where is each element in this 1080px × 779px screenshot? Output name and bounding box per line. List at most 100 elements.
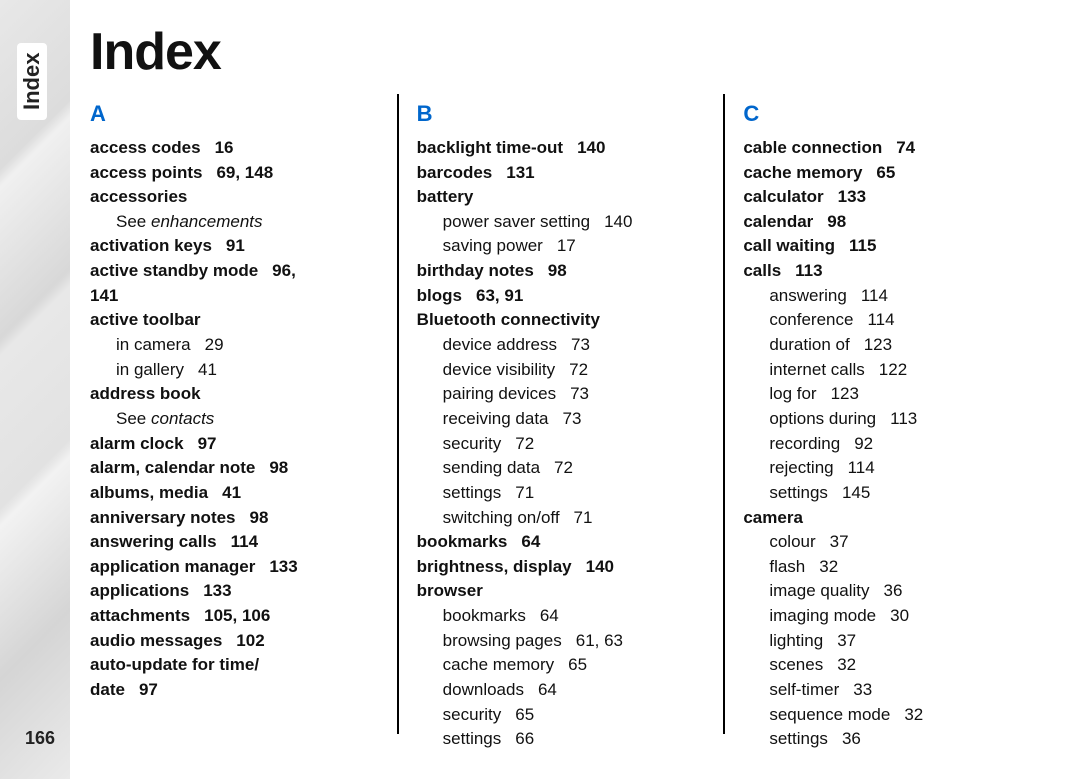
index-entry: anniversary notes98 <box>90 506 379 531</box>
index-entry: See contacts <box>90 407 379 432</box>
index-entry: settings145 <box>743 481 1032 506</box>
index-subterm: conference <box>769 310 853 329</box>
index-subterm: scenes <box>769 655 823 674</box>
index-pages: 133 <box>269 557 297 576</box>
index-entry: applications133 <box>90 579 379 604</box>
index-pages: 36 <box>884 581 903 600</box>
index-entry: receiving data 73 <box>417 407 706 432</box>
index-entry: barcodes131 <box>417 161 706 186</box>
index-subterm: bookmarks <box>443 606 526 625</box>
index-subterm: security <box>443 705 502 724</box>
index-term: address book <box>90 384 201 403</box>
index-subterm: self-timer <box>769 680 839 699</box>
index-term: active standby mode <box>90 261 258 280</box>
index-pages: 113 <box>795 261 822 280</box>
index-subterm: browsing pages <box>443 631 562 650</box>
index-pages: 63, 91 <box>476 286 523 305</box>
index-pages: 72 <box>554 458 573 477</box>
index-pages: 16 <box>215 138 234 157</box>
index-subterm: settings <box>443 729 502 748</box>
index-term: application manager <box>90 557 255 576</box>
index-pages: 114 <box>231 532 258 551</box>
index-pages: 37 <box>837 631 856 650</box>
index-entry: device visibility72 <box>417 358 706 383</box>
index-subterm: device address <box>443 335 557 354</box>
index-entry: self-timer33 <box>743 678 1032 703</box>
index-column: Aaccess codes 16 access points69, 148acces… <box>90 94 397 734</box>
index-term: alarm clock <box>90 434 184 453</box>
index-pages: 41 <box>198 360 217 379</box>
index-pages: 36 <box>842 729 861 748</box>
index-entry: access codes 16 <box>90 136 379 161</box>
index-entry: switching on/off71 <box>417 506 706 531</box>
index-entry: bookmarks64 <box>417 530 706 555</box>
index-subterm: receiving data <box>443 409 549 428</box>
index-entry: call waiting 115 <box>743 234 1032 259</box>
index-pages: 30 <box>890 606 909 625</box>
index-entry: access points69, 148 <box>90 161 379 186</box>
index-entry: image quality36 <box>743 579 1032 604</box>
index-entry: birthday notes98 <box>417 259 706 284</box>
index-pages: 69, 148 <box>216 163 273 182</box>
index-column: Ccable connection74cache memory65calcula… <box>723 94 1050 734</box>
index-pages: 64 <box>538 680 557 699</box>
index-pages: 131 <box>506 163 534 182</box>
index-columns: Aaccess codes 16 access points69, 148acces… <box>90 94 1050 734</box>
index-term-cont: 141 <box>90 286 118 305</box>
index-term: activation keys <box>90 236 212 255</box>
index-pages: 32 <box>819 557 838 576</box>
index-pages: 133 <box>203 581 231 600</box>
index-entry: saving power 17 <box>417 234 706 259</box>
index-entry: device address73 <box>417 333 706 358</box>
index-entry: audio messages102 <box>90 629 379 654</box>
index-entry: bookmarks64 <box>417 604 706 629</box>
index-entry: application manager 133 <box>90 555 379 580</box>
index-entry: alarm clock97 <box>90 432 379 457</box>
index-term: call waiting <box>743 236 835 255</box>
index-subterm: saving power <box>443 236 543 255</box>
index-pages: 71 <box>515 483 534 502</box>
index-entry: alarm, calendar note98 <box>90 456 379 481</box>
index-term: attachments <box>90 606 190 625</box>
index-pages: 123 <box>864 335 892 354</box>
index-subterm: sending data <box>443 458 540 477</box>
index-term: answering calls <box>90 532 217 551</box>
index-pages: 65 <box>515 705 534 724</box>
index-entry: duration of123 <box>743 333 1032 358</box>
index-letter: A <box>90 98 379 130</box>
index-entry: imaging mode 30 <box>743 604 1032 629</box>
index-subterm: in gallery <box>116 360 184 379</box>
index-term: blogs <box>417 286 462 305</box>
index-entry: sequence mode32 <box>743 703 1032 728</box>
index-term: cache memory <box>743 163 862 182</box>
index-entry: settings 71 <box>417 481 706 506</box>
index-pages: 17 <box>557 236 576 255</box>
index-pages: 115 <box>849 236 876 255</box>
page-number: 166 <box>25 728 55 749</box>
index-term: battery <box>417 187 474 206</box>
index-pages: 65 <box>568 655 587 674</box>
index-pages: 140 <box>604 212 632 231</box>
index-entry: log for123 <box>743 382 1032 407</box>
index-letter: C <box>743 98 1032 130</box>
index-subterm: settings <box>443 483 502 502</box>
index-term: calls <box>743 261 781 280</box>
index-column: Bbacklight time-out140barcodes131battery… <box>397 94 724 734</box>
index-pages: 61, 63 <box>576 631 623 650</box>
index-subterm: imaging mode <box>769 606 876 625</box>
index-pages: 105, 106 <box>204 606 270 625</box>
index-pages: 73 <box>563 409 582 428</box>
index-entry: date97 <box>90 678 379 703</box>
index-pages: 98 <box>548 261 567 280</box>
index-pages: 140 <box>577 138 605 157</box>
index-entry: internet calls122 <box>743 358 1032 383</box>
index-entry: scenes32 <box>743 653 1032 678</box>
index-term: Bluetooth connectivity <box>417 310 600 329</box>
index-term: access codes <box>90 138 201 157</box>
index-entry: flash32 <box>743 555 1032 580</box>
index-entry: rejecting114 <box>743 456 1032 481</box>
index-subterm: downloads <box>443 680 524 699</box>
index-entry: browser <box>417 579 706 604</box>
index-entry: blogs 63, 91 <box>417 284 706 309</box>
index-entry: active standby mode96, <box>90 259 379 284</box>
